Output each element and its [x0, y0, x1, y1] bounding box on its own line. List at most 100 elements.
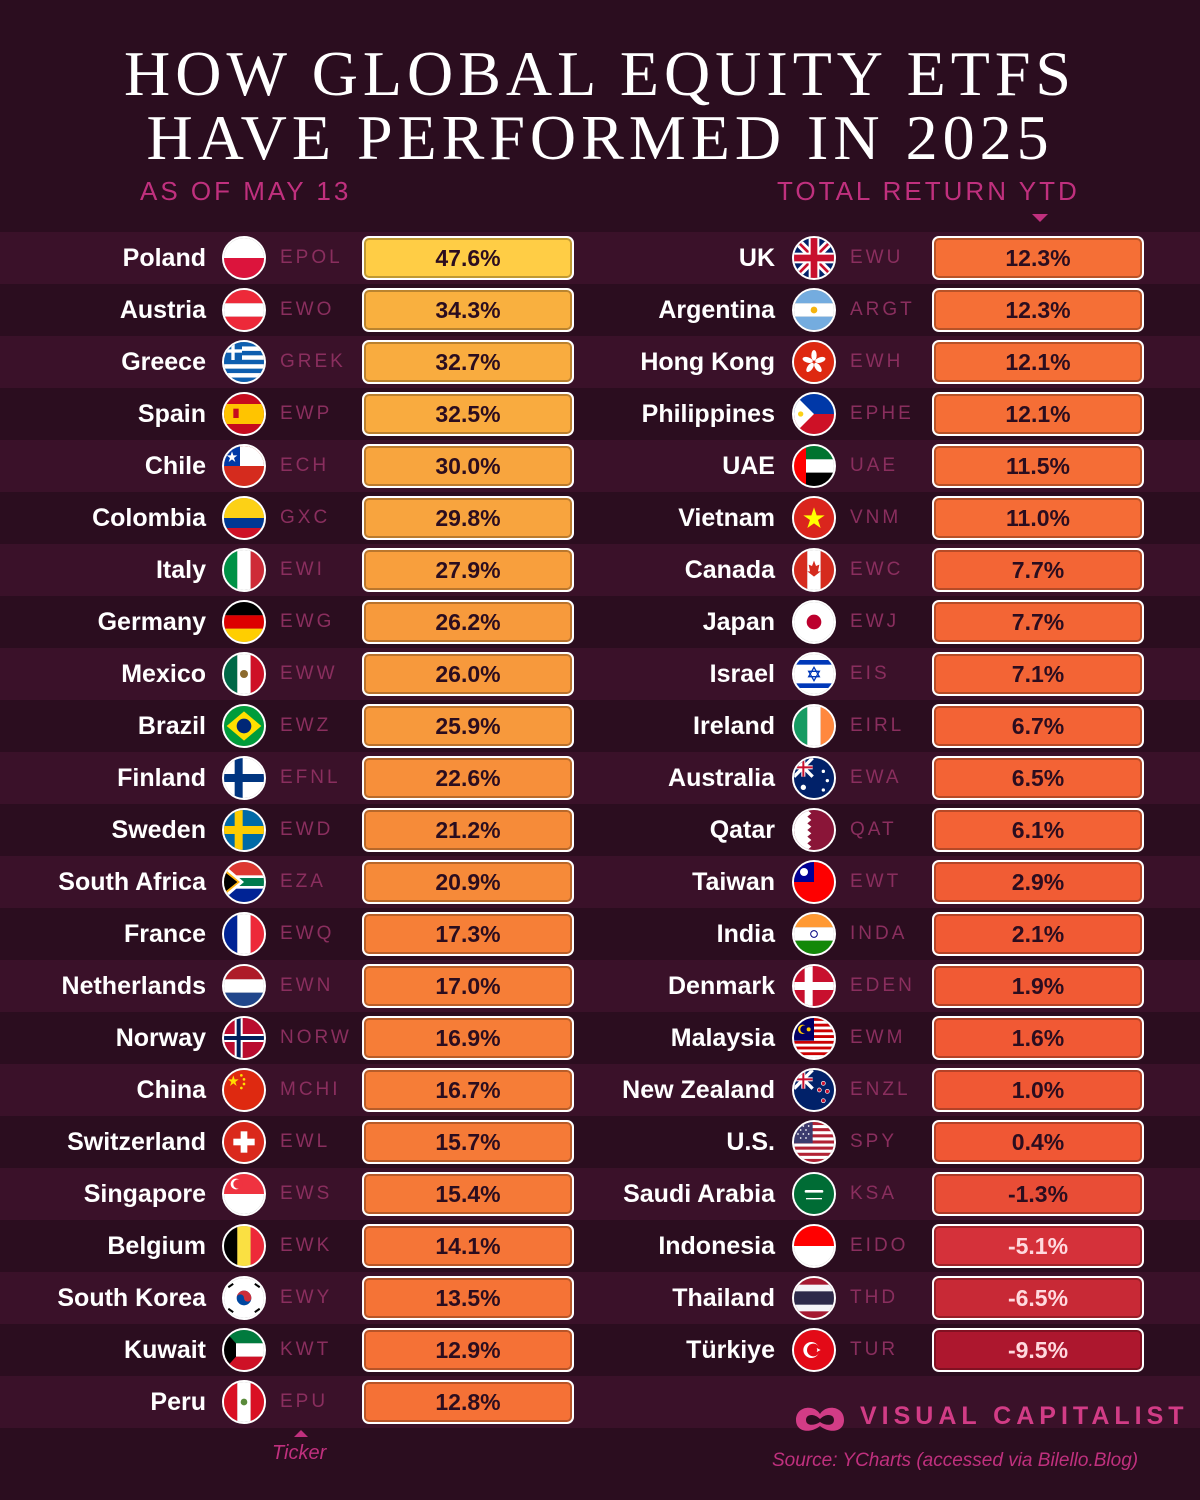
finland-flag-icon	[222, 756, 266, 800]
country-name: Canada	[684, 556, 775, 584]
turkiye-flag-icon	[792, 1328, 836, 1372]
ticker-symbol: ECH	[280, 455, 330, 476]
ticker-symbol: EIS	[850, 663, 890, 684]
greece-flag-icon	[222, 340, 266, 384]
ticker-symbol: ENZL	[850, 1079, 911, 1100]
return-value-bar: 20.9%	[362, 860, 574, 904]
return-value-bar: 2.1%	[932, 912, 1144, 956]
ticker-symbol: QAT	[850, 819, 897, 840]
country-name: Israel	[709, 660, 775, 688]
hong-kong-flag-icon	[792, 340, 836, 384]
poland-flag-icon	[222, 236, 266, 280]
ticker-symbol: EWS	[280, 1183, 333, 1204]
etf-row: Kuwait KWT 12.9%	[0, 1324, 1200, 1376]
return-value-bar: -6.5%	[932, 1276, 1144, 1320]
malaysia-flag-icon	[792, 1016, 836, 1060]
country-name: China	[136, 1076, 206, 1104]
etf-row: India INDA 2.1%	[0, 908, 1200, 960]
ticker-symbol: EWO	[280, 299, 335, 320]
etf-row: Türkiye TUR -9.5%	[0, 1324, 1200, 1376]
return-value-bar: 32.7%	[362, 340, 574, 384]
ticker-symbol: EIDO	[850, 1235, 909, 1256]
india-flag-icon	[792, 912, 836, 956]
return-value-bar: 16.7%	[362, 1068, 574, 1112]
etf-row: Switzerland EWL 15.7%	[0, 1116, 1200, 1168]
return-value-bar: 21.2%	[362, 808, 574, 852]
argentina-flag-icon	[792, 288, 836, 332]
ticker-symbol: EZA	[280, 871, 326, 892]
denmark-flag-icon	[792, 964, 836, 1008]
ticker-symbol: EWK	[280, 1235, 333, 1256]
etf-row: Italy EWI 27.9%	[0, 544, 1200, 596]
etf-row: Netherlands EWN 17.0%	[0, 960, 1200, 1012]
return-value-bar: 12.3%	[932, 288, 1144, 332]
etf-row: Ireland EIRL 6.7%	[0, 700, 1200, 752]
country-name: Belgium	[107, 1232, 206, 1260]
return-value-bar: 17.0%	[362, 964, 574, 1008]
return-value-bar: 7.7%	[932, 548, 1144, 592]
etf-row: Spain EWP 32.5%	[0, 388, 1200, 440]
ticker-symbol: EWG	[280, 611, 335, 632]
ticker-symbol: EWL	[280, 1131, 331, 1152]
return-value-bar: 34.3%	[362, 288, 574, 332]
country-name: Philippines	[641, 400, 775, 428]
etf-row: Finland EFNL 22.6%	[0, 752, 1200, 804]
saudi-arabia-flag-icon	[792, 1172, 836, 1216]
ticker-symbol: EWP	[280, 403, 333, 424]
ticker-symbol: VNM	[850, 507, 902, 528]
etf-row: UK EWU 12.3%	[0, 232, 1200, 284]
ticker-symbol: EWA	[850, 767, 902, 788]
country-name: Saudi Arabia	[623, 1180, 775, 1208]
etf-row: Denmark EDEN 1.9%	[0, 960, 1200, 1012]
country-name: Malaysia	[670, 1024, 775, 1052]
country-name: Kuwait	[124, 1336, 206, 1364]
return-value-bar: 32.5%	[362, 392, 574, 436]
country-name: Qatar	[709, 816, 775, 844]
etf-row: Colombia GXC 29.8%	[0, 492, 1200, 544]
ticker-symbol: EPOL	[280, 247, 343, 268]
canada-flag-icon	[792, 548, 836, 592]
source-note: Source: YCharts (accessed via Bilello.Bl…	[772, 1450, 1139, 1471]
us-flag-icon	[792, 1120, 836, 1164]
italy-flag-icon	[222, 548, 266, 592]
japan-flag-icon	[792, 600, 836, 644]
sweden-flag-icon	[222, 808, 266, 852]
country-name: Indonesia	[658, 1232, 775, 1260]
ticker-symbol: EWI	[280, 559, 325, 580]
country-name: Japan	[702, 608, 775, 636]
row-stripe	[0, 1376, 1200, 1428]
country-name: Sweden	[111, 816, 206, 844]
country-name: Greece	[121, 348, 206, 376]
return-value-bar: 22.6%	[362, 756, 574, 800]
norway-flag-icon	[222, 1016, 266, 1060]
brazil-flag-icon	[222, 704, 266, 748]
country-name: Finland	[117, 764, 206, 792]
etf-row: Australia EWA 6.5%	[0, 752, 1200, 804]
return-value-bar: 13.5%	[362, 1276, 574, 1320]
country-name: Chile	[144, 452, 206, 480]
return-value-bar: 11.0%	[932, 496, 1144, 540]
return-value-bar: 1.0%	[932, 1068, 1144, 1112]
etf-row: Taiwan EWT 2.9%	[0, 856, 1200, 908]
country-name: Poland	[122, 244, 206, 272]
etf-row: Thailand THD -6.5%	[0, 1272, 1200, 1324]
return-value-bar: 6.1%	[932, 808, 1144, 852]
country-name: Denmark	[668, 972, 775, 1000]
etf-row: U.S. SPY 0.4%	[0, 1116, 1200, 1168]
return-value-bar: 29.8%	[362, 496, 574, 540]
etf-row: Chile ECH 30.0%	[0, 440, 1200, 492]
ticker-symbol: TUR	[850, 1339, 899, 1360]
ticker-symbol: EWT	[850, 871, 902, 892]
ticker-pointer-arrow-icon	[294, 1430, 308, 1437]
etf-row: Singapore EWS 15.4%	[0, 1168, 1200, 1220]
return-value-bar: 12.1%	[932, 340, 1144, 384]
country-name: Türkiye	[686, 1336, 775, 1364]
return-value-bar: 2.9%	[932, 860, 1144, 904]
return-value-bar: 47.6%	[362, 236, 574, 280]
return-value-bar: -9.5%	[932, 1328, 1144, 1372]
return-value-bar: 1.9%	[932, 964, 1144, 1008]
new-zealand-flag-icon	[792, 1068, 836, 1112]
france-flag-icon	[222, 912, 266, 956]
etf-row: Austria EWO 34.3%	[0, 284, 1200, 336]
return-value-bar: 15.7%	[362, 1120, 574, 1164]
